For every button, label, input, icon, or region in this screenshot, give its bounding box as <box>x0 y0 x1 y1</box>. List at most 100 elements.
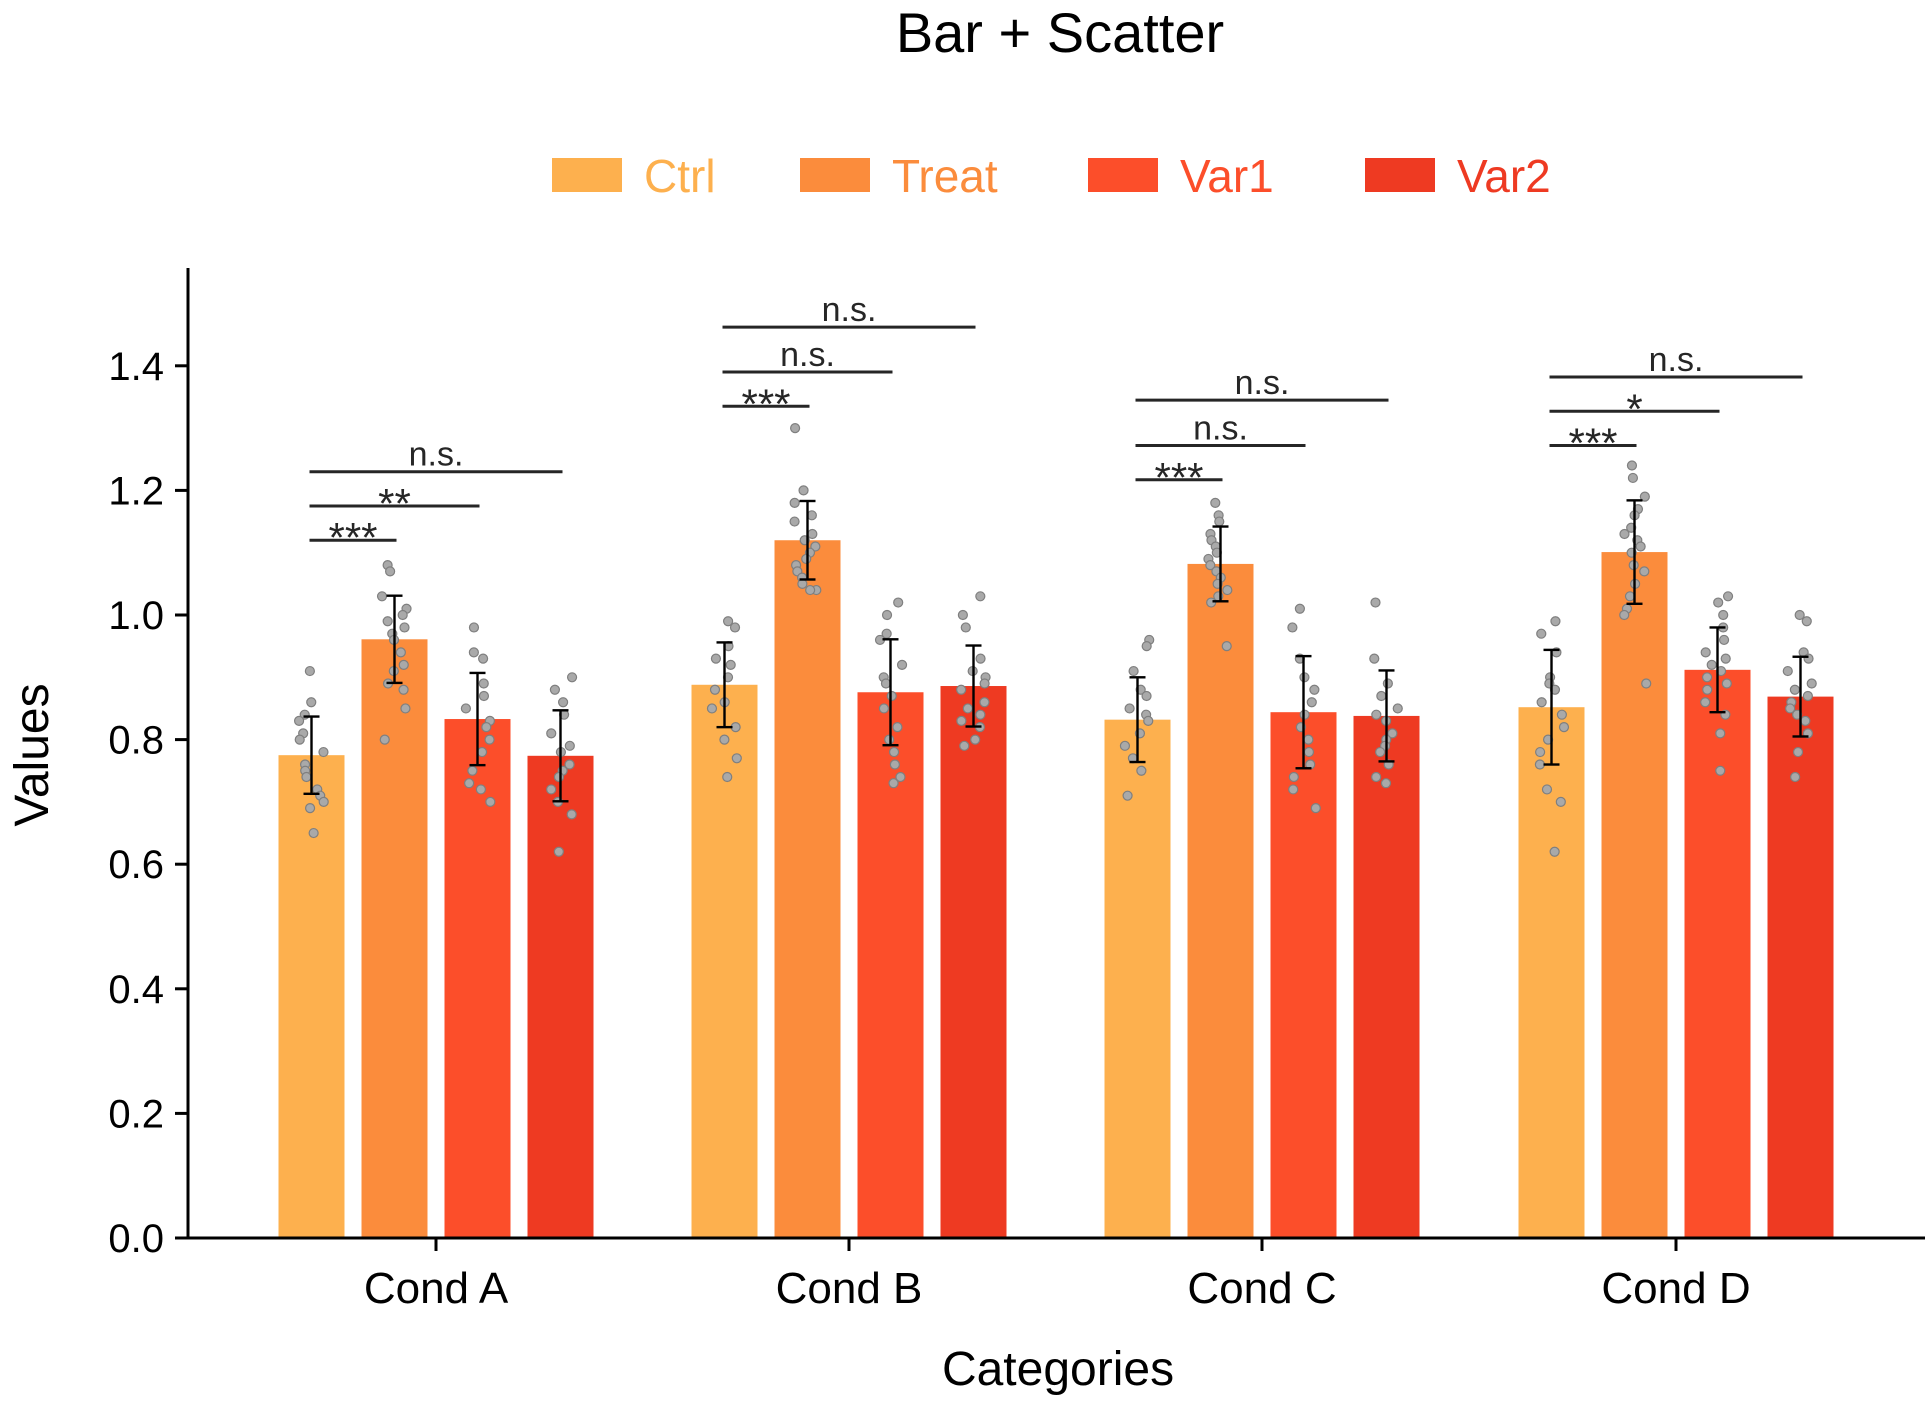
data-point <box>880 678 892 689</box>
y-tick-label: 1.2 <box>108 469 164 513</box>
data-point <box>318 796 329 808</box>
data-point <box>395 647 406 658</box>
data-point <box>789 516 800 527</box>
data-point <box>468 647 479 658</box>
data-point <box>1221 641 1232 652</box>
data-point <box>1375 746 1386 758</box>
data-point <box>1288 784 1299 795</box>
significance-label: * <box>1626 385 1642 432</box>
y-tick-label: 0.8 <box>108 719 164 763</box>
data-point <box>888 746 900 758</box>
data-point <box>790 423 801 434</box>
errorbars-layer <box>303 499 1809 803</box>
data-point <box>975 653 986 664</box>
bar-cond-b-var2 <box>940 686 1007 1238</box>
data-point <box>1801 616 1812 627</box>
data-point <box>1303 746 1315 758</box>
data-point <box>1288 771 1299 783</box>
data-point <box>979 697 990 708</box>
significance-label: ** <box>378 480 411 527</box>
bar-cond-a-treat <box>361 639 428 1238</box>
bar-cond-b-var1 <box>857 692 924 1238</box>
data-point <box>1641 678 1652 689</box>
data-point <box>1387 728 1398 739</box>
legend-swatch-ctrl <box>552 158 622 192</box>
y-tick-label: 1.4 <box>108 345 164 389</box>
data-point <box>1380 778 1392 789</box>
data-point <box>397 609 408 621</box>
data-point <box>1371 771 1382 783</box>
data-point <box>895 771 906 783</box>
data-point <box>798 485 809 496</box>
x-tick-label: Cond C <box>1187 1264 1336 1313</box>
data-point <box>566 809 577 820</box>
data-point <box>1720 653 1731 664</box>
data-point <box>1136 765 1147 776</box>
data-point <box>1700 697 1711 708</box>
data-point <box>1550 616 1561 627</box>
data-point <box>467 765 478 776</box>
data-point <box>1639 566 1650 577</box>
data-point <box>478 690 490 702</box>
bar-cond-a-var1 <box>444 719 511 1238</box>
data-point <box>719 734 730 745</box>
data-point <box>1718 634 1730 646</box>
y-tick-label: 0.2 <box>108 1092 164 1136</box>
data-point <box>382 616 393 627</box>
data-point <box>797 578 808 589</box>
chart-title: Bar + Scatter <box>896 1 1224 64</box>
data-point <box>1382 678 1393 689</box>
data-point <box>1803 653 1814 664</box>
data-point <box>566 672 578 683</box>
data-point <box>959 740 970 751</box>
data-point <box>1806 678 1817 689</box>
data-point <box>956 715 967 727</box>
data-point <box>710 653 722 664</box>
data-point <box>546 784 557 795</box>
data-point <box>962 703 973 714</box>
data-point <box>1639 491 1650 502</box>
data-point <box>1536 628 1547 639</box>
data-point <box>304 803 316 814</box>
data-point <box>1392 703 1403 714</box>
data-point <box>1792 746 1804 758</box>
data-point <box>1721 678 1732 689</box>
data-point <box>478 653 489 664</box>
data-point <box>893 597 904 608</box>
significance-label: n.s. <box>1193 410 1248 448</box>
data-point <box>1128 665 1139 677</box>
data-point <box>376 591 388 602</box>
data-point <box>308 827 319 839</box>
significance-label: n.s. <box>409 436 464 474</box>
data-point <box>484 734 495 745</box>
bar-cond-a-var2 <box>527 755 594 1238</box>
x-tick-label: Cond B <box>776 1264 923 1313</box>
significance-label: n.s. <box>1235 364 1290 402</box>
data-point <box>1718 609 1729 621</box>
data-point <box>1706 659 1717 670</box>
data-point <box>553 846 564 857</box>
data-point <box>553 771 565 783</box>
data-point <box>801 553 812 565</box>
data-point <box>476 746 488 758</box>
data-point <box>1715 728 1726 739</box>
data-point <box>1635 541 1646 552</box>
data-point <box>564 759 575 770</box>
data-point <box>398 684 409 695</box>
data-point <box>1214 516 1225 527</box>
data-point <box>1624 591 1636 602</box>
data-point <box>1541 784 1553 795</box>
data-point <box>306 697 317 708</box>
bar-cond-a-ctrl <box>278 755 345 1238</box>
data-point <box>1206 597 1217 608</box>
data-point <box>318 746 329 758</box>
data-point <box>399 622 410 633</box>
data-point <box>1294 603 1305 614</box>
data-point <box>706 703 718 714</box>
data-point <box>549 684 561 695</box>
data-point <box>878 703 890 714</box>
data-point <box>729 622 741 633</box>
data-point <box>1222 584 1233 596</box>
data-point <box>1722 591 1734 602</box>
data-point <box>807 528 818 540</box>
